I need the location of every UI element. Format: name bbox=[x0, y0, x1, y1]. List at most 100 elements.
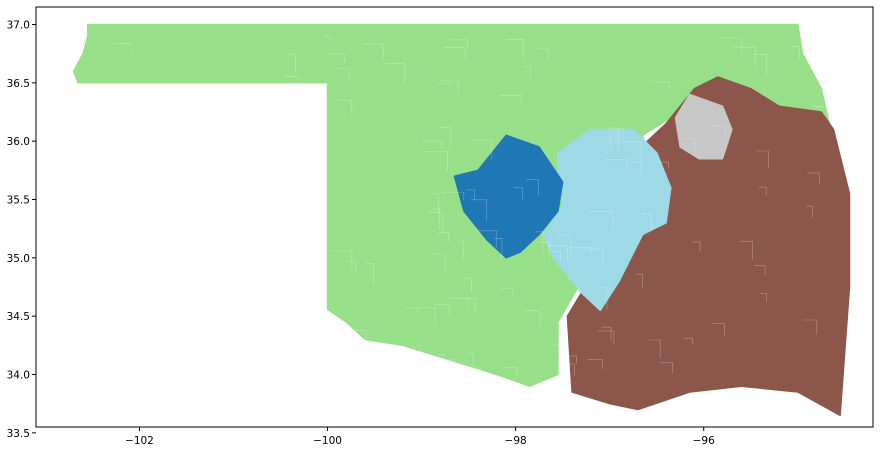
precinct-boundary bbox=[437, 232, 449, 243]
precinct-boundary bbox=[421, 140, 442, 149]
precinct-boundary bbox=[470, 199, 487, 221]
precinct-boundary bbox=[430, 359, 454, 375]
precinct-boundary bbox=[502, 367, 518, 377]
precinct-boundary bbox=[284, 76, 299, 87]
y-tick-label: 33.5 bbox=[7, 428, 30, 440]
precinct-boundary bbox=[526, 179, 539, 196]
precinct-boundary bbox=[469, 367, 481, 382]
precinct-boundary bbox=[443, 47, 466, 61]
precinct-boundary bbox=[493, 238, 503, 259]
precinct-boundary bbox=[590, 211, 614, 229]
precinct-boundary bbox=[597, 330, 615, 345]
precinct-boundary bbox=[386, 354, 403, 365]
x-axis: −102 −100 −98 −96 bbox=[125, 427, 715, 447]
precinct-boundary bbox=[500, 95, 522, 104]
precinct-boundary bbox=[803, 319, 818, 335]
precinct-boundary bbox=[810, 106, 834, 117]
precinct-boundary bbox=[428, 212, 443, 232]
precinct-boundary bbox=[709, 125, 726, 141]
precinct-boundary bbox=[432, 208, 440, 229]
precinct-boundary bbox=[754, 265, 766, 276]
precinct-boundary bbox=[758, 186, 767, 196]
precinct-boundary bbox=[604, 138, 612, 149]
precinct-boundary bbox=[384, 63, 405, 85]
precinct-boundary bbox=[524, 66, 531, 78]
y-tick-label: 37.0 bbox=[7, 20, 30, 32]
precinct-boundary bbox=[604, 159, 628, 171]
precinct-boundary bbox=[557, 363, 575, 376]
precinct-boundary bbox=[636, 273, 643, 289]
precinct-boundary bbox=[424, 151, 448, 172]
precinct-boundary bbox=[712, 323, 725, 337]
precinct-boundary bbox=[447, 297, 469, 309]
precinct-boundary bbox=[441, 192, 465, 201]
precinct-boundary bbox=[683, 138, 695, 154]
precinct-boundary bbox=[332, 68, 350, 81]
y-tick-label: 35.5 bbox=[7, 195, 30, 207]
precinct-boundary bbox=[523, 310, 541, 328]
precinct-boundary bbox=[437, 83, 452, 92]
precinct-boundary bbox=[434, 304, 451, 317]
x-tick-label: −102 bbox=[125, 435, 154, 447]
precinct-boundary bbox=[563, 355, 577, 364]
precinct-boundary bbox=[345, 260, 356, 274]
precinct-boundary bbox=[324, 36, 332, 44]
precinct-boundary bbox=[113, 43, 132, 54]
precinct-boundary bbox=[343, 330, 367, 347]
precinct-boundary bbox=[739, 240, 753, 260]
precinct-boundary bbox=[457, 240, 464, 260]
precinct-boundary bbox=[365, 263, 374, 285]
precinct-boundary bbox=[753, 54, 767, 76]
y-tick-label: 34.5 bbox=[7, 311, 30, 323]
x-tick-label: −96 bbox=[693, 435, 715, 447]
precinct-boundary bbox=[362, 43, 384, 60]
precinct-boundary bbox=[553, 251, 561, 260]
precinct-boundary bbox=[474, 230, 498, 249]
precinct-boundary bbox=[806, 205, 813, 219]
precinct-boundary bbox=[471, 139, 493, 161]
precinct-boundary bbox=[432, 193, 439, 213]
precinct-boundary bbox=[466, 189, 475, 200]
precinct-boundary bbox=[583, 248, 604, 268]
precinct-boundary bbox=[438, 127, 451, 149]
dark-blue-district bbox=[453, 134, 564, 259]
precinct-boundary bbox=[559, 351, 568, 363]
precinct-boundary bbox=[404, 307, 418, 315]
precinct-boundary bbox=[807, 172, 820, 185]
light-blue-district bbox=[543, 128, 672, 312]
x-tick-label: −98 bbox=[505, 435, 527, 447]
axes-frame bbox=[35, 6, 874, 428]
precinct-boundary bbox=[756, 150, 769, 169]
precinct-boundaries bbox=[113, 36, 834, 382]
gray-district bbox=[674, 93, 733, 160]
precinct-boundary bbox=[537, 48, 549, 61]
x-tick-label: −100 bbox=[313, 435, 342, 447]
precinct-boundary bbox=[538, 242, 550, 261]
precinct-boundary bbox=[601, 326, 612, 342]
precinct-boundary bbox=[649, 339, 661, 359]
precinct-boundary bbox=[683, 338, 693, 345]
precinct-boundary bbox=[623, 141, 642, 162]
y-axis: 33.5 34.0 34.5 35.0 35.5 36.0 36.5 37.0 bbox=[7, 20, 36, 440]
precinct-boundary bbox=[760, 293, 767, 303]
precinct-boundary bbox=[462, 298, 476, 313]
precinct-boundary bbox=[285, 53, 296, 72]
precinct-boundary bbox=[659, 362, 673, 374]
precinct-boundary bbox=[556, 234, 572, 255]
y-tick-label: 35.0 bbox=[7, 253, 30, 265]
precinct-boundary bbox=[337, 99, 353, 115]
precinct-boundary bbox=[535, 231, 544, 254]
precinct-boundary bbox=[692, 241, 701, 252]
precinct-boundary bbox=[460, 277, 472, 293]
precinct-boundary bbox=[607, 127, 619, 150]
district-regions bbox=[72, 23, 851, 417]
precinct-boundary bbox=[630, 162, 642, 175]
precinct-boundary bbox=[570, 247, 592, 255]
precinct-boundary bbox=[587, 359, 603, 370]
precinct-boundary bbox=[327, 53, 345, 63]
y-tick-label: 34.0 bbox=[7, 370, 30, 382]
precinct-boundary bbox=[449, 39, 468, 48]
precinct-boundary bbox=[553, 344, 565, 359]
precinct-boundary bbox=[415, 307, 436, 325]
